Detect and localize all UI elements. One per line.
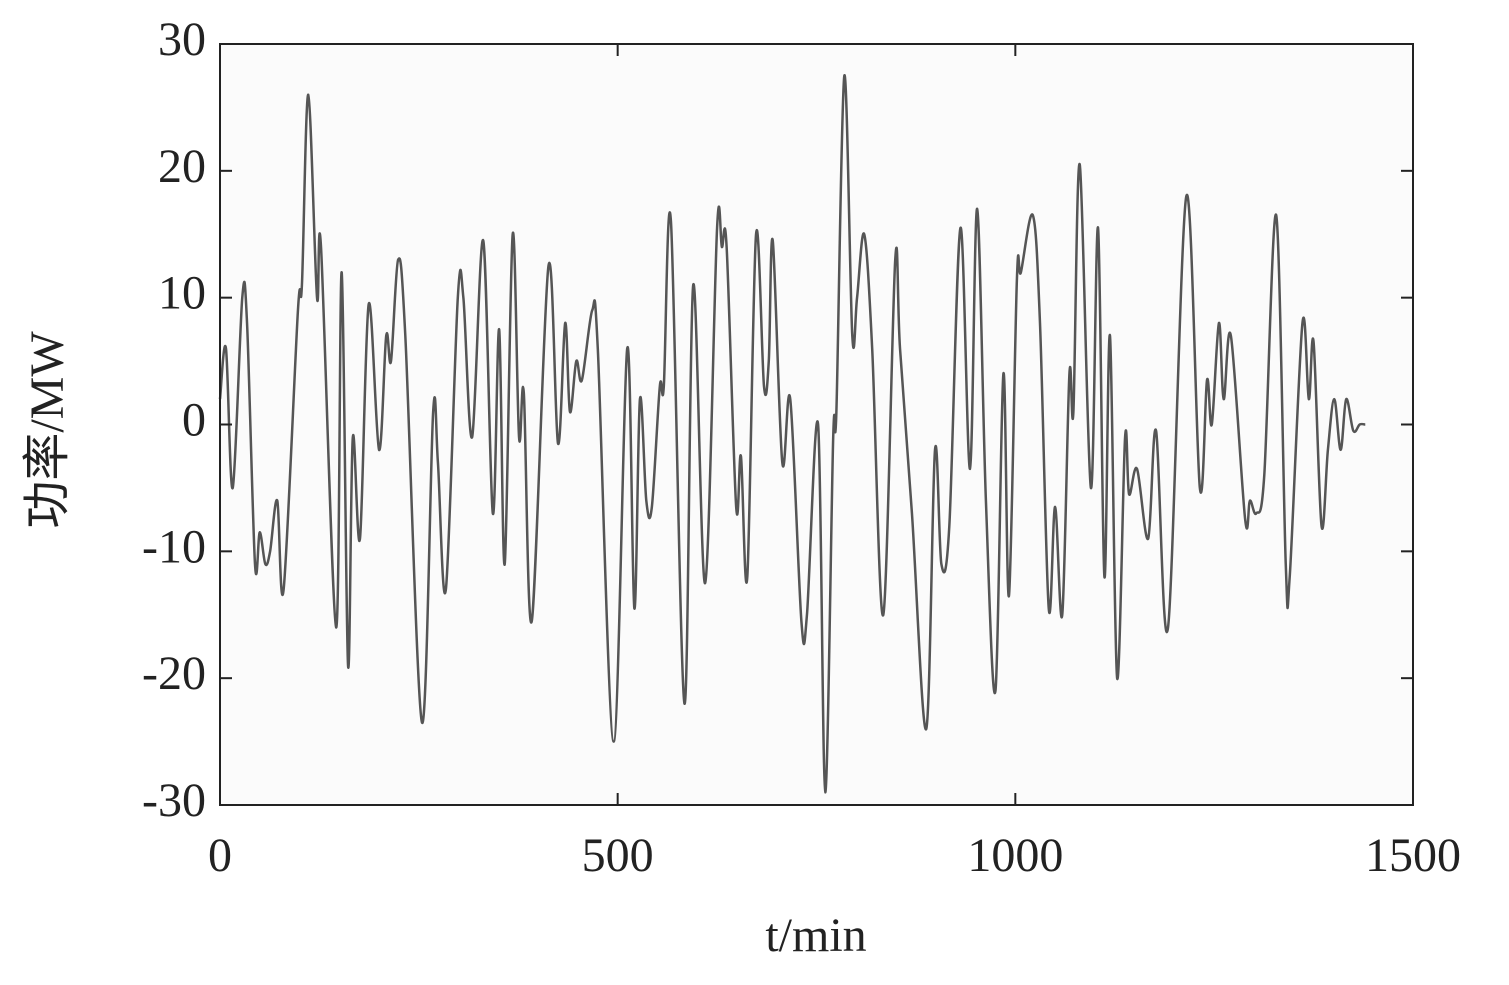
y-tick-label: 20	[158, 140, 206, 193]
y-axis-label: 功率/MW	[21, 331, 74, 529]
y-tick-label: 0	[182, 394, 206, 447]
x-tick-label: 0	[208, 829, 232, 882]
y-tick-label: -10	[142, 520, 206, 573]
x-tick-label: 1000	[967, 829, 1063, 882]
y-tick-label: 30	[158, 13, 206, 66]
y-tick-label: 10	[158, 267, 206, 320]
x-tick-label: 1500	[1365, 829, 1461, 882]
x-tick-label: 500	[582, 829, 654, 882]
x-axis-label: t/min	[765, 909, 866, 962]
y-tick-label: -20	[142, 647, 206, 700]
data-line	[218, 74, 1366, 794]
y-tick-label: -30	[142, 774, 206, 827]
